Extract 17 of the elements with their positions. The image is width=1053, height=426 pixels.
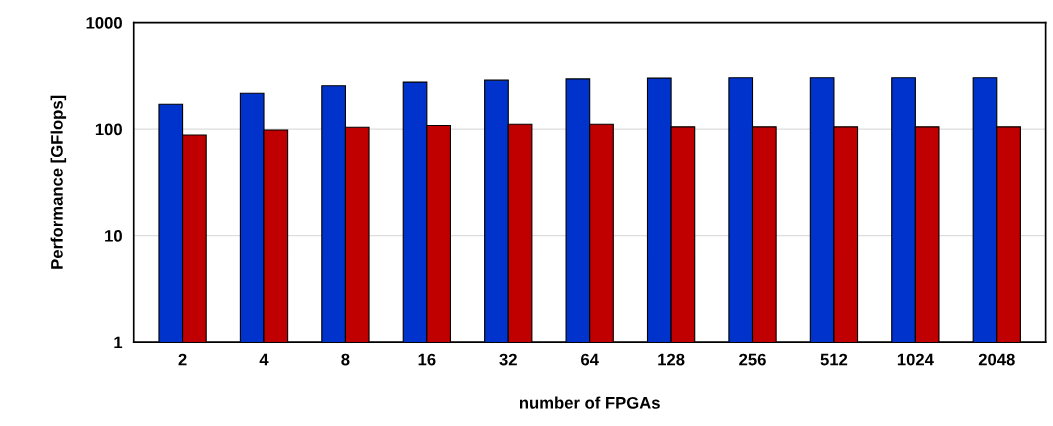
x-tick-label: 2 bbox=[178, 353, 187, 366]
x-tick-label: 128 bbox=[658, 353, 685, 366]
x-tick-label: 16 bbox=[418, 353, 436, 366]
x-tick-label: 1024 bbox=[897, 353, 934, 366]
x-axis-title: number of FPGAs bbox=[519, 396, 660, 409]
y-axis-title: Performance [GFlops] bbox=[50, 95, 67, 269]
y-tick-label: 10 bbox=[105, 229, 122, 242]
x-tick-label: 4 bbox=[259, 353, 269, 366]
y-tick-label: 100 bbox=[95, 123, 122, 136]
y-tick-label: 1000 bbox=[86, 16, 122, 29]
x-tick-label: 2048 bbox=[978, 353, 1015, 366]
x-tick-label: 64 bbox=[581, 353, 599, 366]
x-tick-label: 8 bbox=[341, 353, 350, 366]
x-tick-label: 32 bbox=[499, 353, 517, 366]
x-tick-label: 512 bbox=[820, 353, 848, 366]
x-tick-label: 256 bbox=[739, 353, 766, 366]
y-tick-label: 1 bbox=[114, 336, 123, 349]
